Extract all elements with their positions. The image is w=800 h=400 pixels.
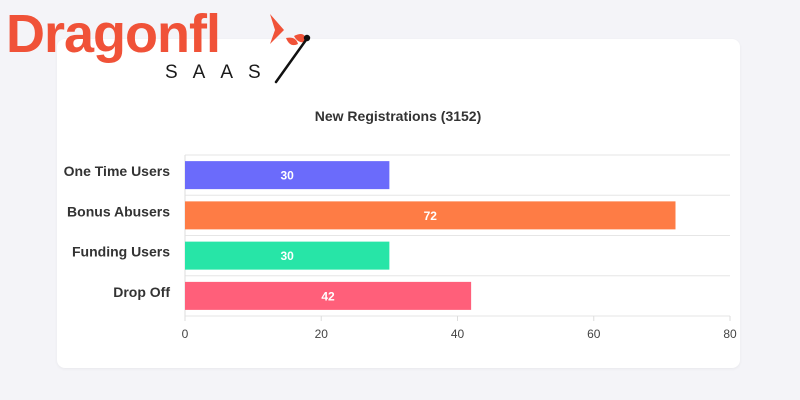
bar-value-label: 30 (281, 249, 295, 263)
category-label: One Time Users (64, 163, 171, 179)
bar-0[interactable] (185, 161, 390, 190)
x-tick-label: 0 (182, 327, 189, 341)
x-axis-ticks: 0 20 40 60 80 (182, 316, 737, 341)
chart-title: New Registrations (3152) (315, 108, 482, 124)
category-label: Drop Off (113, 284, 170, 300)
logo-subtitle: SAAS (165, 62, 276, 83)
bar-3[interactable] (185, 281, 472, 310)
dragonfly-icon (270, 14, 311, 84)
bar-1[interactable] (185, 201, 676, 230)
bar-value-label: 42 (321, 289, 335, 303)
category-label: Funding Users (72, 244, 170, 260)
category-label: Bonus Abusers (67, 203, 170, 219)
bar-2[interactable] (185, 241, 390, 270)
bar-value-label: 30 (281, 169, 295, 183)
x-tick-label: 80 (723, 327, 737, 341)
dragonfly-logo: Dragonfl SAAS (0, 0, 330, 95)
x-tick-label: 60 (587, 327, 601, 341)
category-labels: One Time Users Bonus Abusers Funding Users… (64, 163, 171, 300)
bars: 30 72 30 42 (185, 161, 676, 310)
x-tick-label: 40 (451, 327, 465, 341)
bar-value-label: 72 (424, 209, 438, 223)
logo-wordmark: Dragonfl (6, 4, 221, 64)
x-tick-label: 20 (315, 327, 329, 341)
